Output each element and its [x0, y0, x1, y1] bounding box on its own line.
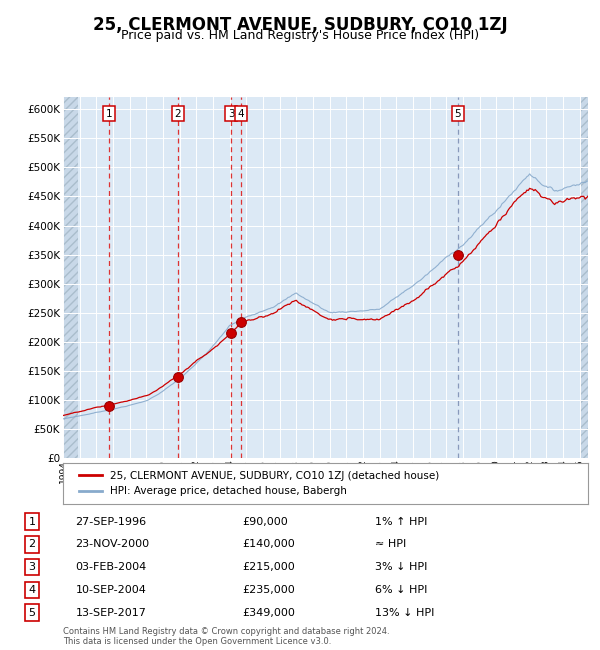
Text: 3% ↓ HPI: 3% ↓ HPI — [375, 562, 427, 572]
Text: 4: 4 — [238, 109, 244, 119]
Bar — [63, 98, 79, 458]
Text: ≈ HPI: ≈ HPI — [375, 540, 406, 549]
Text: 10-SEP-2004: 10-SEP-2004 — [76, 585, 146, 595]
Text: 25, CLERMONT AVENUE, SUDBURY, CO10 1ZJ: 25, CLERMONT AVENUE, SUDBURY, CO10 1ZJ — [92, 16, 508, 34]
Text: 2: 2 — [175, 109, 181, 119]
Text: 1% ↑ HPI: 1% ↑ HPI — [375, 517, 427, 526]
Text: £235,000: £235,000 — [242, 585, 295, 595]
Text: £140,000: £140,000 — [242, 540, 295, 549]
Text: 13-SEP-2017: 13-SEP-2017 — [76, 608, 146, 617]
Text: 6% ↓ HPI: 6% ↓ HPI — [375, 585, 427, 595]
Text: 4: 4 — [29, 585, 36, 595]
Text: Contains HM Land Registry data © Crown copyright and database right 2024.: Contains HM Land Registry data © Crown c… — [63, 627, 389, 636]
Text: This data is licensed under the Open Government Licence v3.0.: This data is licensed under the Open Gov… — [63, 636, 331, 645]
Text: 13% ↓ HPI: 13% ↓ HPI — [375, 608, 434, 617]
Text: 03-FEB-2004: 03-FEB-2004 — [76, 562, 146, 572]
Bar — [63, 98, 79, 458]
Text: 3: 3 — [228, 109, 235, 119]
Text: 2: 2 — [29, 540, 36, 549]
Legend: 25, CLERMONT AVENUE, SUDBURY, CO10 1ZJ (detached house), HPI: Average price, det: 25, CLERMONT AVENUE, SUDBURY, CO10 1ZJ (… — [73, 466, 445, 501]
Text: 5: 5 — [29, 608, 35, 617]
Text: £349,000: £349,000 — [242, 608, 295, 617]
Text: 1: 1 — [106, 109, 112, 119]
Text: £215,000: £215,000 — [242, 562, 295, 572]
Text: £90,000: £90,000 — [242, 517, 288, 526]
Text: 3: 3 — [29, 562, 35, 572]
Text: 5: 5 — [455, 109, 461, 119]
Text: 1: 1 — [29, 517, 35, 526]
Text: 27-SEP-1996: 27-SEP-1996 — [76, 517, 146, 526]
Text: Price paid vs. HM Land Registry's House Price Index (HPI): Price paid vs. HM Land Registry's House … — [121, 29, 479, 42]
Bar — [580, 98, 588, 458]
Bar — [580, 98, 588, 458]
Text: 23-NOV-2000: 23-NOV-2000 — [76, 540, 149, 549]
